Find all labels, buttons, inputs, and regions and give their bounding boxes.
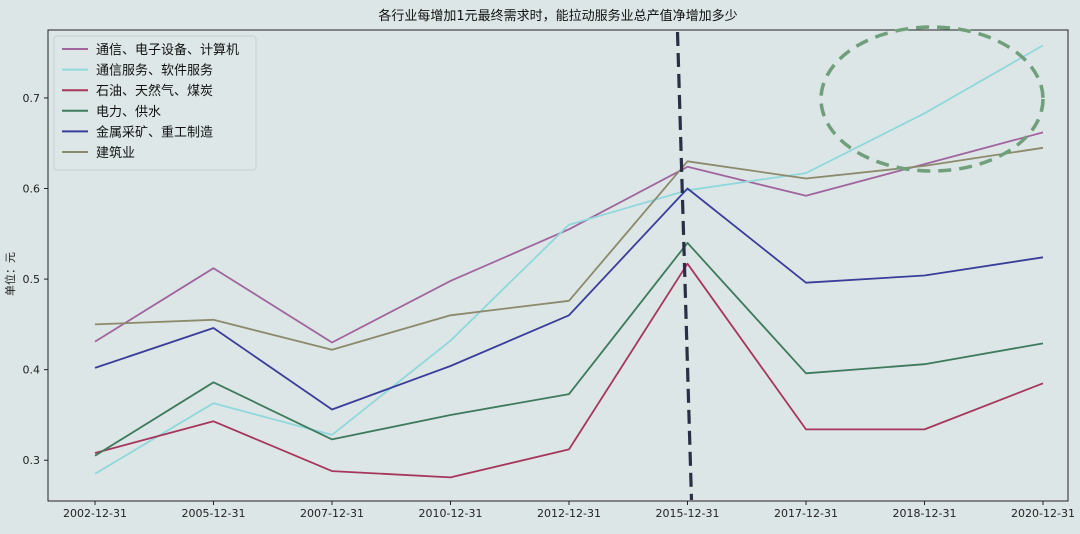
x-tick-label: 2007-12-31 [300,507,364,520]
legend-box [53,35,257,171]
y-tick-label: 0.5 [23,273,41,286]
legend-label: 金属采矿、重工制造 [96,124,213,140]
y-axis-title: 单位：元 [3,252,17,296]
legend-label: 电力、供水 [96,105,161,120]
series-line-2 [94,262,1044,479]
legend: 通信、电子设备、计算机通信服务、软件服务石油、天然气、煤炭电力、供水金属采矿、重… [53,35,257,171]
y-tick-label: 0.4 [23,364,41,377]
y-tick-label: 0.6 [23,183,41,196]
legend-label: 石油、天然气、煤炭 [96,83,213,99]
legend-items: 通信、电子设备、计算机通信服务、软件服务石油、天然气、煤炭电力、供水金属采矿、重… [62,42,239,161]
legend-label: 通信、电子设备、计算机 [96,42,239,58]
series-layer [94,44,1044,479]
x-tick-label: 2012-12-31 [537,507,601,520]
series-line-4 [94,187,1044,411]
x-tick-label: 2018-12-31 [893,507,957,520]
y-tick-label: 0.3 [23,454,41,467]
vertical-marker-line [675,31,694,501]
highlight-ellipse [819,25,1045,173]
series-line-5 [94,146,1044,351]
series-line-1 [94,44,1044,475]
x-tick-label: 2002-12-31 [63,507,127,520]
series-line-3 [94,241,1044,457]
series-line-0 [94,131,1044,344]
legend-label: 通信服务、软件服务 [96,63,213,79]
x-tick-label: 2015-12-31 [656,507,720,520]
chart-title: 各行业每增加1元最终需求时，能拉动服务业总产值净增加多少 [378,8,737,24]
legend-label: 建筑业 [96,145,135,161]
y-tick-label: 0.7 [23,92,41,105]
x-tick-label: 2010-12-31 [419,507,483,520]
x-tick-label: 2020-12-31 [1011,507,1075,520]
x-tick-label: 2017-12-31 [774,507,838,520]
ticks-layer: 0.3 0.4 0.5 0.6 0.7 2002-12-31 2005-12-31 2007-… [23,92,1075,520]
plot-frame [47,29,1069,502]
x-tick-label: 2005-12-31 [182,507,246,520]
